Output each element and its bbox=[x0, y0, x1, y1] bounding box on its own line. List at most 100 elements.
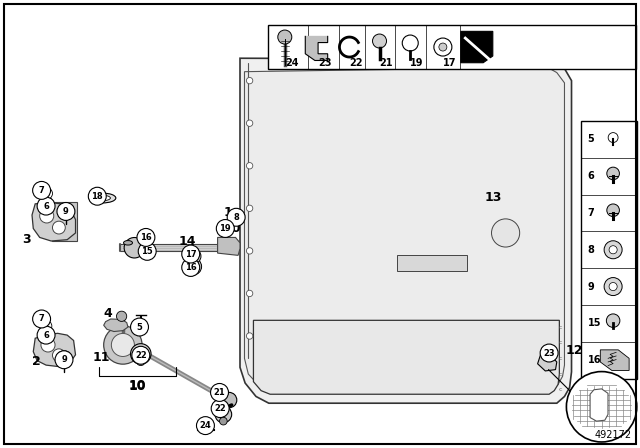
Circle shape bbox=[211, 383, 228, 401]
Circle shape bbox=[246, 205, 253, 211]
Text: 15: 15 bbox=[588, 319, 601, 328]
Text: 6: 6 bbox=[43, 202, 49, 211]
Text: 13: 13 bbox=[484, 190, 502, 204]
Polygon shape bbox=[600, 350, 629, 370]
Circle shape bbox=[246, 78, 253, 84]
Circle shape bbox=[246, 290, 253, 297]
Circle shape bbox=[372, 34, 387, 48]
Text: 5: 5 bbox=[136, 323, 143, 332]
Circle shape bbox=[196, 417, 214, 435]
Text: 8: 8 bbox=[588, 245, 595, 255]
Text: 10: 10 bbox=[129, 379, 147, 392]
Text: 9: 9 bbox=[61, 355, 67, 364]
Circle shape bbox=[132, 346, 150, 364]
Text: 10: 10 bbox=[129, 380, 147, 393]
Circle shape bbox=[37, 326, 55, 344]
Bar bbox=[397, 255, 467, 271]
Circle shape bbox=[216, 220, 234, 237]
Circle shape bbox=[41, 188, 52, 199]
Polygon shape bbox=[240, 58, 572, 403]
Text: 21: 21 bbox=[380, 58, 393, 68]
Circle shape bbox=[246, 163, 253, 169]
Circle shape bbox=[221, 392, 237, 408]
Circle shape bbox=[566, 371, 637, 442]
Text: 9: 9 bbox=[588, 281, 595, 292]
Bar bbox=[268, 25, 636, 69]
Text: 5: 5 bbox=[588, 134, 595, 144]
Circle shape bbox=[52, 221, 65, 234]
Circle shape bbox=[88, 187, 106, 205]
Text: 12: 12 bbox=[566, 344, 584, 357]
Polygon shape bbox=[33, 333, 76, 366]
Circle shape bbox=[111, 333, 134, 357]
Text: 20: 20 bbox=[223, 222, 241, 235]
Circle shape bbox=[607, 167, 620, 180]
Text: c: c bbox=[559, 387, 563, 392]
Ellipse shape bbox=[89, 193, 116, 203]
Text: 17: 17 bbox=[185, 250, 196, 258]
Circle shape bbox=[41, 338, 55, 352]
Text: 23: 23 bbox=[543, 349, 555, 358]
Text: 16: 16 bbox=[588, 355, 601, 365]
Circle shape bbox=[56, 351, 72, 366]
Text: c: c bbox=[559, 324, 563, 330]
Circle shape bbox=[246, 248, 253, 254]
Text: 9: 9 bbox=[63, 207, 68, 216]
Text: 16: 16 bbox=[185, 263, 196, 272]
Polygon shape bbox=[538, 354, 557, 371]
Circle shape bbox=[138, 242, 156, 260]
Text: 15: 15 bbox=[141, 247, 153, 256]
Text: 7: 7 bbox=[39, 186, 44, 195]
Circle shape bbox=[604, 241, 622, 259]
Circle shape bbox=[37, 197, 55, 215]
Circle shape bbox=[492, 219, 520, 247]
Text: 1: 1 bbox=[223, 206, 232, 220]
Polygon shape bbox=[32, 202, 76, 241]
Text: 492172: 492172 bbox=[595, 430, 632, 440]
Circle shape bbox=[606, 314, 620, 327]
Circle shape bbox=[57, 202, 75, 220]
Text: 7: 7 bbox=[588, 208, 595, 218]
Circle shape bbox=[222, 225, 232, 235]
Circle shape bbox=[609, 246, 617, 254]
Bar bbox=[52, 202, 77, 241]
Text: 22: 22 bbox=[349, 58, 363, 68]
Circle shape bbox=[182, 258, 200, 276]
Bar bbox=[581, 121, 637, 379]
Polygon shape bbox=[253, 320, 559, 394]
Circle shape bbox=[124, 237, 145, 258]
Circle shape bbox=[104, 326, 142, 364]
Text: 11: 11 bbox=[93, 350, 111, 364]
Circle shape bbox=[215, 406, 232, 423]
Polygon shape bbox=[104, 319, 128, 332]
Text: c: c bbox=[559, 371, 563, 377]
Circle shape bbox=[40, 320, 52, 332]
Text: 21: 21 bbox=[214, 388, 225, 397]
Polygon shape bbox=[218, 237, 240, 255]
Circle shape bbox=[116, 311, 127, 321]
Circle shape bbox=[40, 329, 52, 341]
Circle shape bbox=[227, 208, 245, 226]
Circle shape bbox=[131, 344, 151, 364]
Text: 22: 22 bbox=[135, 351, 147, 360]
Circle shape bbox=[137, 228, 155, 246]
Ellipse shape bbox=[124, 241, 132, 245]
Text: 4: 4 bbox=[103, 307, 112, 320]
Text: 8: 8 bbox=[234, 213, 239, 222]
Text: 24: 24 bbox=[200, 421, 211, 430]
Circle shape bbox=[134, 321, 147, 333]
Circle shape bbox=[434, 38, 452, 56]
Text: 22: 22 bbox=[214, 404, 226, 413]
Text: 7: 7 bbox=[39, 314, 44, 323]
Circle shape bbox=[211, 400, 229, 418]
Text: 17: 17 bbox=[443, 58, 456, 68]
Circle shape bbox=[55, 351, 73, 369]
Circle shape bbox=[278, 30, 292, 44]
Circle shape bbox=[58, 203, 74, 218]
Circle shape bbox=[608, 133, 618, 142]
Circle shape bbox=[439, 43, 447, 51]
Circle shape bbox=[246, 333, 253, 339]
Circle shape bbox=[33, 181, 51, 199]
Text: 14: 14 bbox=[179, 235, 196, 249]
Circle shape bbox=[33, 310, 51, 328]
